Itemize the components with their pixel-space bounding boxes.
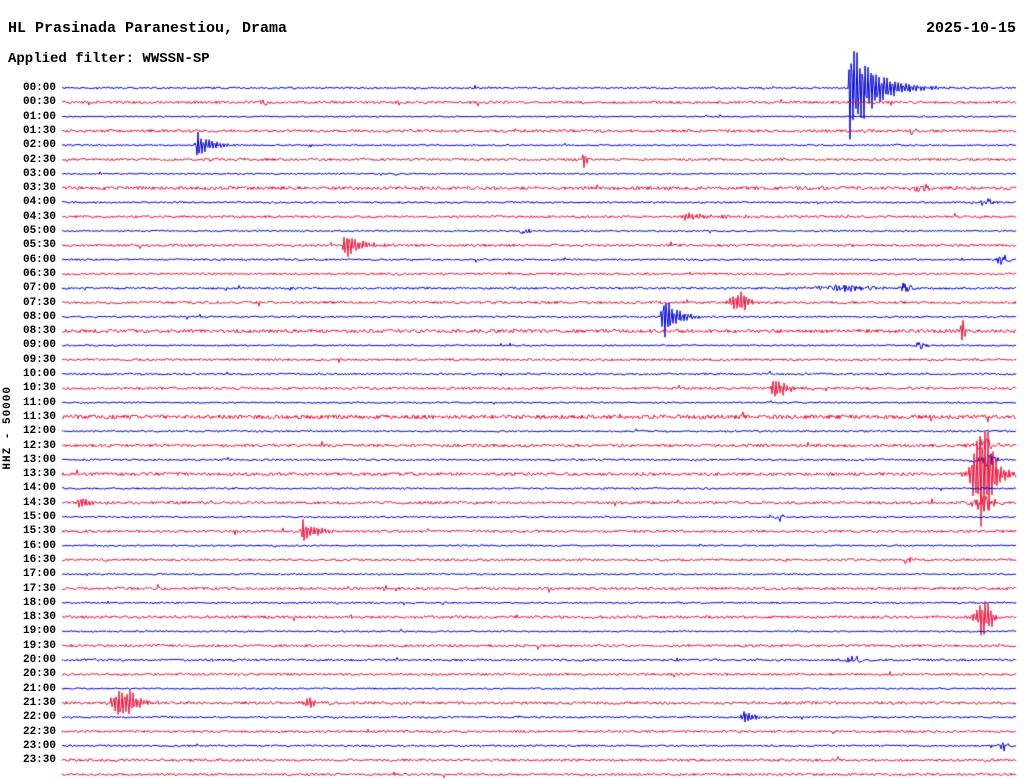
time-label-0330: 03:30 <box>22 182 56 195</box>
time-label-0200: 02:00 <box>22 139 56 152</box>
time-label-1500: 15:00 <box>22 511 56 523</box>
time-label-2130: 21:30 <box>22 696 56 709</box>
time-label-0130: 01:30 <box>22 124 56 137</box>
time-label-0930: 09:30 <box>22 353 56 366</box>
time-label-1730: 17:30 <box>22 582 56 595</box>
time-label-0600: 06:00 <box>22 253 56 266</box>
time-label-1330: 13:30 <box>22 468 56 481</box>
filter-label: Applied filter: WWSSN-SP <box>8 51 210 67</box>
time-label-0400: 04:00 <box>22 196 56 209</box>
time-label-0900: 09:00 <box>22 339 56 352</box>
time-label-0830: 08:30 <box>22 325 56 338</box>
time-label-1700: 17:00 <box>22 568 56 581</box>
time-label-2300: 23:00 <box>22 739 56 752</box>
time-label-0530: 05:30 <box>22 239 56 252</box>
time-label-1130: 11:30 <box>22 410 56 423</box>
time-label-0100: 01:00 <box>22 110 56 123</box>
time-label-0730: 07:30 <box>22 296 56 309</box>
time-label-2030: 20:30 <box>22 668 56 681</box>
time-label-1800: 18:00 <box>22 596 56 609</box>
time-axis-labels: 00:00 00:30 01:00 01:30 02:00 02:30 03:00 03:30… <box>0 0 60 780</box>
time-label-1100: 11:00 <box>22 396 56 409</box>
time-label-0800: 08:00 <box>22 310 56 323</box>
time-label-2330: 23:30 <box>22 754 56 767</box>
time-label-1030: 10:30 <box>22 382 56 395</box>
time-label-0300: 03:00 <box>22 167 56 180</box>
time-label-0500: 05:00 <box>22 225 56 237</box>
time-label-1430: 14:30 <box>22 496 56 509</box>
time-label-1830: 18:30 <box>22 611 56 624</box>
time-label-1200: 12:00 <box>22 425 56 438</box>
time-label-2230: 22:30 <box>22 725 56 738</box>
time-label-2000: 20:00 <box>22 654 56 666</box>
time-label-0430: 04:30 <box>22 210 56 223</box>
time-label-1900: 19:00 <box>22 625 56 638</box>
time-label-1600: 16:00 <box>22 539 56 552</box>
time-label-0030: 00:30 <box>22 96 56 109</box>
time-label-1400: 14:00 <box>22 482 56 495</box>
time-label-0000: 00:00 <box>22 82 56 94</box>
time-label-1300: 13:00 <box>22 453 56 466</box>
time-label-0700: 07:00 <box>22 282 56 295</box>
time-label-2200: 22:00 <box>22 711 56 724</box>
time-label-1230: 12:30 <box>22 439 56 452</box>
time-label-2100: 21:00 <box>22 682 56 695</box>
station-title: HL Prasinada Paranestiou, Drama <box>8 20 288 37</box>
time-label-1630: 16:30 <box>22 553 56 566</box>
time-label-1930: 19:30 <box>22 639 56 652</box>
record-date: 2025-10-15 <box>925 20 1016 37</box>
time-label-0630: 06:30 <box>22 267 56 280</box>
time-label-1000: 10:00 <box>22 368 56 380</box>
time-label-1530: 15:30 <box>22 525 56 538</box>
time-label-0230: 02:30 <box>22 153 56 166</box>
